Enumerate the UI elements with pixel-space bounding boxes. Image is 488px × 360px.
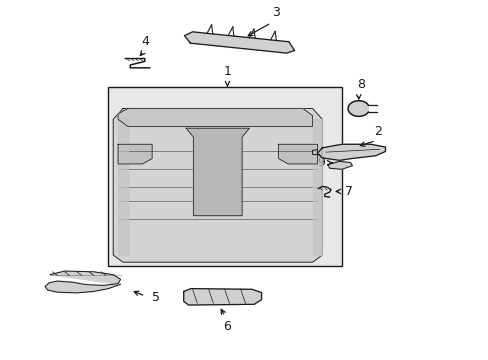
Polygon shape	[113, 109, 322, 262]
Polygon shape	[186, 128, 249, 216]
Polygon shape	[45, 271, 120, 293]
Text: 2: 2	[373, 125, 381, 138]
Polygon shape	[347, 101, 367, 116]
Text: 4: 4	[141, 35, 148, 48]
Polygon shape	[312, 119, 322, 255]
Polygon shape	[184, 32, 294, 53]
Text: 9: 9	[316, 156, 324, 169]
Polygon shape	[278, 144, 317, 164]
Polygon shape	[118, 109, 312, 126]
Text: 8: 8	[356, 78, 365, 91]
Polygon shape	[183, 289, 261, 305]
Polygon shape	[118, 119, 127, 255]
Text: 1: 1	[223, 65, 231, 78]
Text: 7: 7	[344, 185, 352, 198]
Text: 6: 6	[223, 320, 231, 333]
Text: 3: 3	[272, 6, 280, 19]
Polygon shape	[118, 144, 152, 164]
Text: 5: 5	[152, 291, 160, 305]
Polygon shape	[327, 161, 352, 169]
Bar	[108, 87, 341, 266]
Polygon shape	[317, 144, 385, 160]
